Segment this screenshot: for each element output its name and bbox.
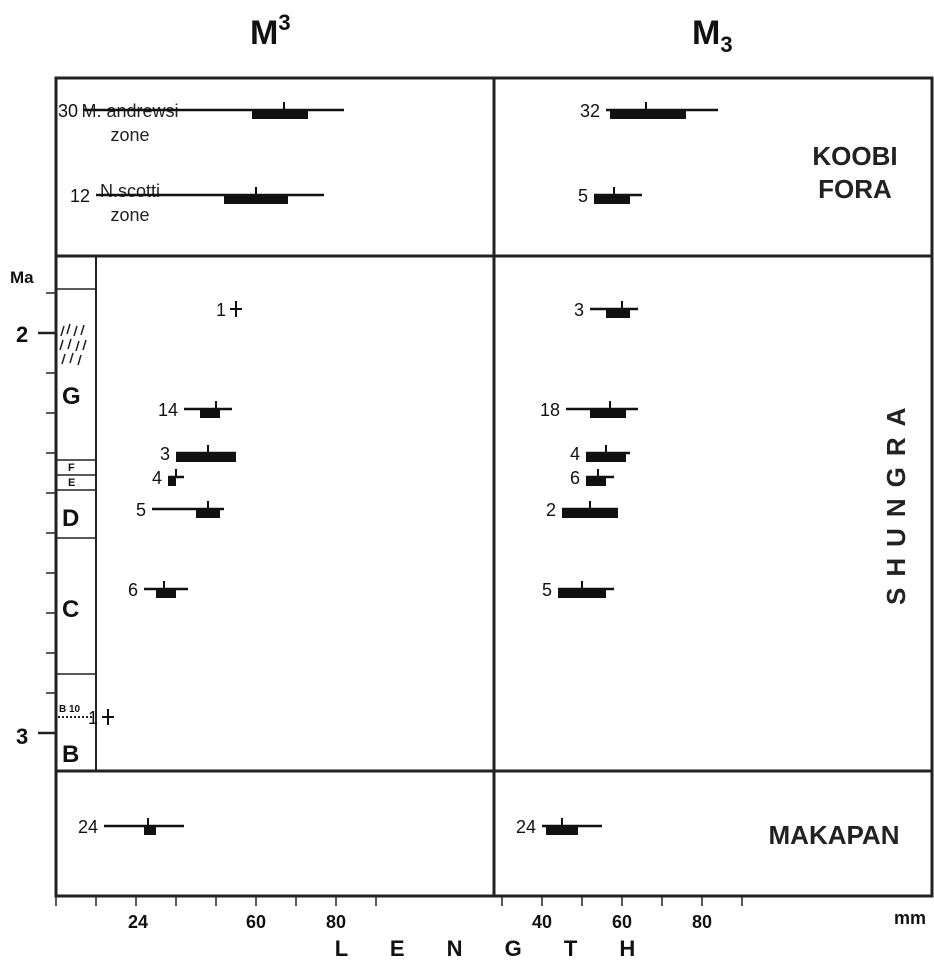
x-unit-label: mm (894, 908, 926, 928)
stratigraphic-members: G F E D C B 10 B (59, 383, 81, 768)
iqr-bar (196, 509, 220, 518)
ma-tick-label-2: 2 (16, 322, 28, 347)
range-row: 24 (78, 817, 184, 837)
x-tick-label: 60 (612, 912, 632, 932)
tuff-hatch-mark (59, 323, 87, 366)
x-tick-label: 24 (128, 912, 148, 932)
iqr-bar (586, 477, 606, 486)
sample-size-label: 1 (216, 300, 226, 320)
range-row: 24 (516, 817, 602, 837)
sample-size-label: 4 (570, 444, 580, 464)
iqr-bar (590, 409, 626, 418)
iqr-bar (252, 110, 308, 119)
sample-size-label: 30 (58, 101, 78, 121)
sample-size-label: 5 (542, 580, 552, 600)
sample-size-label: 5 (136, 500, 146, 520)
range-row: 14 (158, 400, 232, 420)
range-row: 32 (580, 101, 718, 121)
sample-size-label: 14 (158, 400, 178, 420)
range-row: 3 (160, 444, 236, 464)
iqr-bar (606, 309, 630, 318)
range-row: 5 (578, 186, 642, 206)
member-b-label: B (62, 741, 79, 768)
left-column-header: M3 (250, 10, 291, 52)
makapan-label: MAKAPAN (769, 820, 900, 850)
iqr-bar (558, 589, 606, 598)
sample-size-label: 12 (70, 186, 90, 206)
member-g-label: G (62, 383, 81, 410)
range-row: 12 (70, 186, 324, 206)
right-column-header: M3 (692, 14, 733, 57)
iqr-bar (144, 826, 156, 835)
sample-size-label: 6 (128, 580, 138, 600)
member-d-label: D (62, 505, 79, 532)
x-tick-label: 40 (532, 912, 552, 932)
iqr-bar (594, 195, 630, 204)
range-row: 30 (58, 101, 344, 121)
range-row: 3 (574, 300, 638, 320)
range-row: 2 (546, 500, 618, 520)
sample-size-label: 3 (160, 444, 170, 464)
sample-size-label: 4 (152, 468, 162, 488)
member-c-label: C (62, 596, 79, 623)
range-row: 18 (540, 400, 638, 420)
ma-tick-label-3: 3 (16, 724, 28, 749)
member-e-label: E (68, 477, 75, 489)
ma-axis-ticks (38, 292, 56, 735)
member-f-label: F (68, 462, 75, 474)
member-b10-label: B 10 (59, 704, 81, 715)
koobi-label-line1: KOOBI (812, 141, 897, 171)
x-tick-label: 80 (692, 912, 712, 932)
n-scotti-label-line2: zone (110, 205, 149, 225)
x-tick-label: 80 (326, 912, 346, 932)
range-row: 4 (570, 444, 630, 464)
sample-size-label: 5 (578, 186, 588, 206)
x-tick-label: 60 (246, 912, 266, 932)
ma-axis-label: Ma (10, 268, 34, 287)
sample-size-label: 3 (574, 300, 584, 320)
iqr-bar (546, 826, 578, 835)
sample-size-label: 24 (78, 817, 98, 837)
range-row: 5 (136, 500, 224, 520)
iqr-bar (200, 409, 220, 418)
sample-size-label: 32 (580, 101, 600, 121)
iqr-bar (586, 453, 626, 462)
range-row: 6 (128, 580, 188, 600)
sample-size-label: 2 (546, 500, 556, 520)
sample-size-label: 1 (88, 708, 98, 728)
sample-size-label: 24 (516, 817, 536, 837)
range-row: 6 (570, 468, 614, 488)
iqr-bar (156, 589, 176, 598)
range-row: 5 (542, 580, 614, 600)
shungra-label: SHUNGRA (881, 397, 911, 605)
range-row: 4 (152, 468, 184, 488)
iqr-bar (168, 477, 176, 486)
iqr-bar (610, 110, 686, 119)
iqr-bar (176, 453, 236, 462)
sample-size-label: 18 (540, 400, 560, 420)
range-row: 1 (88, 708, 114, 728)
x-axis-title: L E N G T H (335, 936, 654, 960)
frame (54, 76, 934, 898)
x-axis: 24 60 80 40 60 80 (55, 895, 932, 932)
m-andrewsi-label-line2: zone (110, 125, 149, 145)
koobi-label-line2: FORA (818, 174, 892, 204)
iqr-bar (562, 509, 618, 518)
sample-size-label: 6 (570, 468, 580, 488)
iqr-bar (224, 195, 288, 204)
n-scotti-label-line1: N.scotti (100, 181, 160, 201)
range-row: 1 (216, 300, 242, 320)
